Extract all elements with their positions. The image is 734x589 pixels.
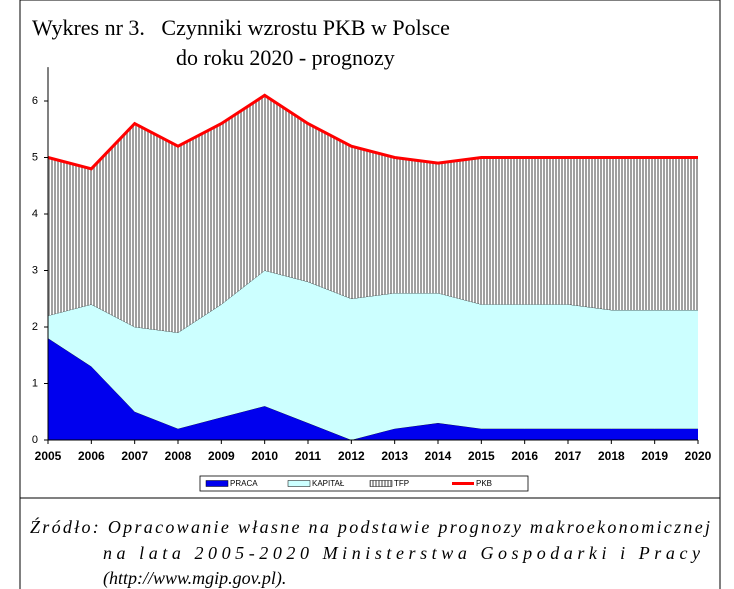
y-tick-label: 2 xyxy=(32,321,38,333)
legend-swatch xyxy=(369,480,393,487)
y-tick-label: 4 xyxy=(32,208,38,220)
y-tick-label: 5 xyxy=(32,151,38,163)
x-tick-label: 2008 xyxy=(165,449,192,463)
x-tick-label: 2018 xyxy=(598,449,625,463)
area xyxy=(48,95,698,333)
chart-title: Wykres nr 3. Czynniki wzrostu PKB w Pols… xyxy=(32,15,450,40)
x-tick-label: 2019 xyxy=(641,449,668,463)
legend-label: TFP xyxy=(394,479,409,488)
x-tick-label: 2017 xyxy=(555,449,582,463)
source-note: Źródło: Opracowanie własne na podstawie … xyxy=(30,516,710,537)
x-tick-label: 2007 xyxy=(121,449,148,463)
legend-swatch xyxy=(205,480,229,487)
x-tick-label: 2013 xyxy=(381,449,408,463)
x-tick-label: 2006 xyxy=(78,449,105,463)
x-tick-label: 2005 xyxy=(35,449,62,463)
x-tick-label: 2010 xyxy=(251,449,278,463)
y-tick-label: 0 xyxy=(32,434,38,446)
x-tick-label: 2020 xyxy=(685,449,712,463)
y-tick-label: 1 xyxy=(32,377,38,389)
legend-label: PKB xyxy=(476,479,492,488)
x-tick-label: 2011 xyxy=(295,449,321,463)
area xyxy=(48,270,698,440)
x-tick-label: 2014 xyxy=(425,449,452,463)
legend-box xyxy=(199,475,529,492)
area xyxy=(48,338,698,440)
legend-label: PRACA xyxy=(230,479,258,488)
chart-frame xyxy=(19,0,721,499)
y-tick-label: 6 xyxy=(32,95,38,107)
y-tick-label: 3 xyxy=(32,264,38,276)
legend-label: KAPITAŁ xyxy=(312,479,345,488)
chart-subtitle: do roku 2020 - prognozy xyxy=(176,45,395,70)
legend-swatch xyxy=(287,480,311,487)
line xyxy=(47,93,698,171)
x-tick-label: 2015 xyxy=(468,449,495,463)
x-tick-label: 2012 xyxy=(338,449,365,463)
source-note: (http://www.mgip.gov.pl). xyxy=(103,568,286,589)
source-note: na lata 2005-2020 Ministerstwa Gospodark… xyxy=(103,543,700,563)
x-tick-label: 2009 xyxy=(208,449,235,463)
x-tick-label: 2016 xyxy=(511,449,538,463)
